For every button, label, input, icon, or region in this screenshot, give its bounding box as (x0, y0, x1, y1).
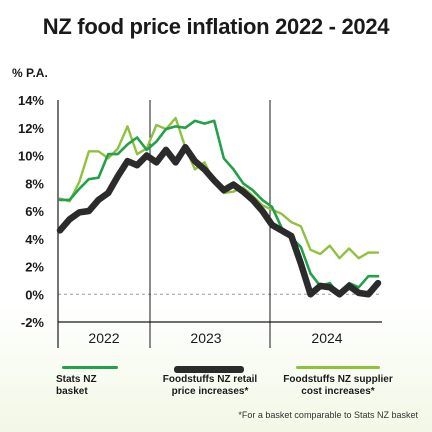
series-line-stats-nz (58, 119, 380, 297)
legend-label-retail: Foodstuffs NZ retail price increases* (162, 374, 258, 397)
y-tick-label: 8% (25, 176, 44, 191)
x-group-label: 2024 (311, 330, 342, 346)
y-tick-label: 10% (18, 149, 44, 164)
y-tick-label: 0% (25, 287, 44, 302)
legend-swatch-stats-nz (62, 366, 118, 369)
x-group-label: 2022 (88, 330, 119, 346)
footnote: *For a basket comparable to Stats NZ bas… (238, 410, 418, 420)
y-tick-label: 12% (18, 121, 44, 136)
y-tick-label: 4% (25, 232, 44, 247)
y-tick-label: -2% (21, 315, 45, 330)
legend-swatch-supplier (296, 366, 380, 369)
chart-title: NZ food price inflation 2022 - 2024 (42, 14, 390, 39)
y-tick-label: 14% (18, 93, 44, 108)
legend-label-stats-nz: Stats NZ basket (56, 374, 97, 397)
y-axis-unit-label: % P.A. (12, 66, 48, 80)
y-tick-label: 2% (25, 260, 44, 275)
legend-swatch-retail (174, 366, 244, 373)
x-group-label: 2023 (190, 330, 221, 346)
series-line-retail (56, 143, 382, 298)
legend-label-supplier: Foodstuffs NZ supplier cost increases* (283, 374, 393, 397)
y-tick-label: 6% (25, 204, 44, 219)
